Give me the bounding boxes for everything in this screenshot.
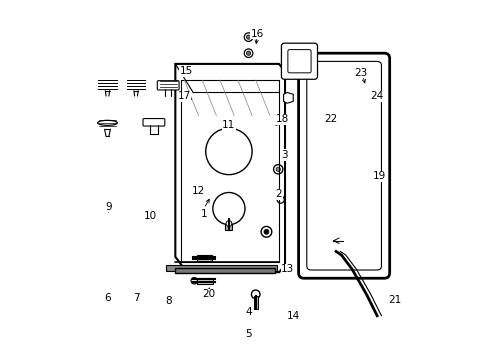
Text: 10: 10 [144,211,157,221]
Text: 8: 8 [165,296,172,306]
Bar [197,278,213,284]
Text: 11: 11 [222,120,236,130]
Text: 3: 3 [281,150,288,160]
Text: 16: 16 [251,28,264,39]
Text: 23: 23 [354,68,368,78]
Text: 13: 13 [281,264,294,274]
Text: 8: 8 [165,296,172,306]
Text: 6: 6 [104,293,111,303]
Text: 18: 18 [276,114,289,124]
Text: 9: 9 [105,202,112,212]
FancyBboxPatch shape [143,118,165,126]
Text: 15: 15 [179,66,193,76]
Bar [197,255,212,261]
Text: 7: 7 [133,293,139,303]
Text: 24: 24 [370,91,384,101]
Text: 6: 6 [104,293,111,303]
Text: 17: 17 [178,91,191,101]
FancyBboxPatch shape [281,43,318,79]
Text: 1: 1 [200,209,207,219]
Text: 13: 13 [281,264,294,274]
Text: 18: 18 [276,114,289,124]
Circle shape [264,229,269,234]
Text: 12: 12 [192,186,205,196]
Text: 23: 23 [354,68,368,78]
Bar [175,267,275,273]
Bar [167,265,277,271]
Text: 19: 19 [372,171,386,181]
Text: 3: 3 [281,150,288,160]
Circle shape [246,51,251,55]
Text: 2: 2 [275,189,282,199]
Text: 4: 4 [245,307,252,317]
Ellipse shape [98,120,117,125]
Bar [253,296,258,309]
Text: 22: 22 [324,114,337,124]
Polygon shape [284,93,293,103]
Text: 14: 14 [287,311,300,321]
Text: 12: 12 [192,186,205,196]
Text: 5: 5 [245,329,252,339]
Text: 11: 11 [222,120,236,130]
Text: 16: 16 [251,28,264,39]
Text: 1: 1 [200,209,207,219]
FancyBboxPatch shape [157,81,179,90]
Text: 19: 19 [372,171,386,181]
Circle shape [276,167,280,171]
Text: 9: 9 [105,202,112,212]
Text: 7: 7 [133,293,139,303]
Text: 2: 2 [275,189,282,199]
Circle shape [246,35,251,39]
Text: 4: 4 [245,307,252,317]
Text: 20: 20 [203,289,216,299]
Text: 22: 22 [324,114,337,124]
Text: 21: 21 [389,295,402,305]
Text: 20: 20 [203,289,216,299]
Text: 15: 15 [179,66,193,76]
Text: 24: 24 [370,91,384,101]
Text: 17: 17 [178,91,191,101]
Text: 10: 10 [144,211,157,221]
Text: 5: 5 [245,329,252,339]
Circle shape [226,221,232,226]
Text: 21: 21 [389,295,402,305]
Bar [225,224,232,230]
Text: 14: 14 [287,311,300,321]
